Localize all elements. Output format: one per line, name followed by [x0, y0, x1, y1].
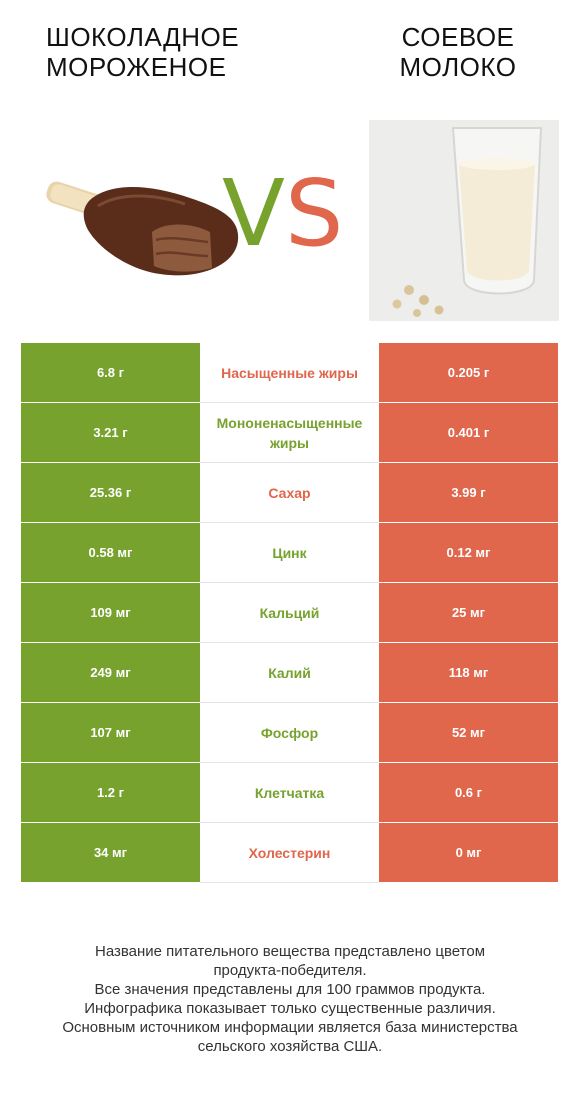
nutrient-label: Фосфор	[200, 703, 379, 763]
right-value: 0.205 г	[379, 343, 558, 403]
vs-s-letter: S	[284, 160, 344, 267]
right-value: 0 мг	[379, 823, 558, 883]
left-value: 3.21 г	[21, 403, 200, 463]
left-value: 249 мг	[21, 643, 200, 703]
chocolate-ice-cream-image	[46, 181, 239, 276]
table-row: 34 мг Холестерин 0 мг	[21, 823, 558, 883]
footer-line: Инфографика показывает только существенн…	[84, 1000, 496, 1017]
table-row: 107 мг Фосфор 52 мг	[21, 703, 558, 763]
footer-line: продукта-победителя.	[213, 962, 367, 979]
nutrient-label: Насыщенные жиры	[200, 343, 379, 403]
left-product-title: ШОКОЛАДНОЕ МОРОЖЕНОЕ	[46, 22, 240, 82]
vs-logo: VS	[222, 168, 343, 260]
footer-line: Название питательного вещества представл…	[94, 943, 486, 960]
left-value: 107 мг	[21, 703, 200, 763]
nutrient-label: Холестерин	[200, 823, 379, 883]
left-value: 0.58 мг	[21, 523, 200, 583]
right-value: 118 мг	[379, 643, 558, 703]
table-row: 1.2 г Клетчатка 0.6 г	[21, 763, 558, 823]
table-row: 3.21 г Мононенасыщенные жиры 0.401 г	[21, 403, 558, 463]
table-row: 249 мг Калий 118 мг	[21, 643, 558, 703]
left-value: 1.2 г	[21, 763, 200, 823]
nutrient-label: Калий	[200, 643, 379, 703]
comparison-table: 6.8 г Насыщенные жиры 0.205 г 3.21 г Мононен…	[21, 343, 558, 883]
table-row: 0.58 мг Цинк 0.12 мг	[21, 523, 558, 583]
left-value: 109 мг	[21, 583, 200, 643]
nutrient-label: Цинк	[200, 523, 379, 583]
table-row: 6.8 г Насыщенные жиры 0.205 г	[21, 343, 558, 403]
footer-line: Все значения представлены для 100 граммо…	[94, 981, 486, 998]
right-value: 0.401 г	[379, 403, 558, 463]
right-value: 3.99 г	[379, 463, 558, 523]
left-value: 25.36 г	[21, 463, 200, 523]
table-row: 25.36 г Сахар 3.99 г	[21, 463, 558, 523]
nutrient-label: Клетчатка	[200, 763, 379, 823]
right-value: 52 мг	[379, 703, 558, 763]
footer-notes: Название питательного вещества представл…	[20, 942, 560, 1056]
left-value: 6.8 г	[21, 343, 200, 403]
vs-v-letter: V	[222, 160, 285, 267]
right-value: 0.12 мг	[379, 523, 558, 583]
footer-line: сельского хозяйства США.	[197, 1038, 383, 1055]
nutrient-label: Мононенасыщенные жиры	[200, 403, 379, 463]
right-product-title: СОЕВОЕ МОЛОКО	[399, 22, 517, 82]
nutrient-label: Сахар	[200, 463, 379, 523]
table-row: 109 мг Кальций 25 мг	[21, 583, 558, 643]
soy-milk-image	[369, 120, 559, 321]
left-value: 34 мг	[21, 823, 200, 883]
footer-line: Основным источником информации является …	[62, 1019, 518, 1036]
right-value: 25 мг	[379, 583, 558, 643]
right-value: 0.6 г	[379, 763, 558, 823]
nutrient-label: Кальций	[200, 583, 379, 643]
